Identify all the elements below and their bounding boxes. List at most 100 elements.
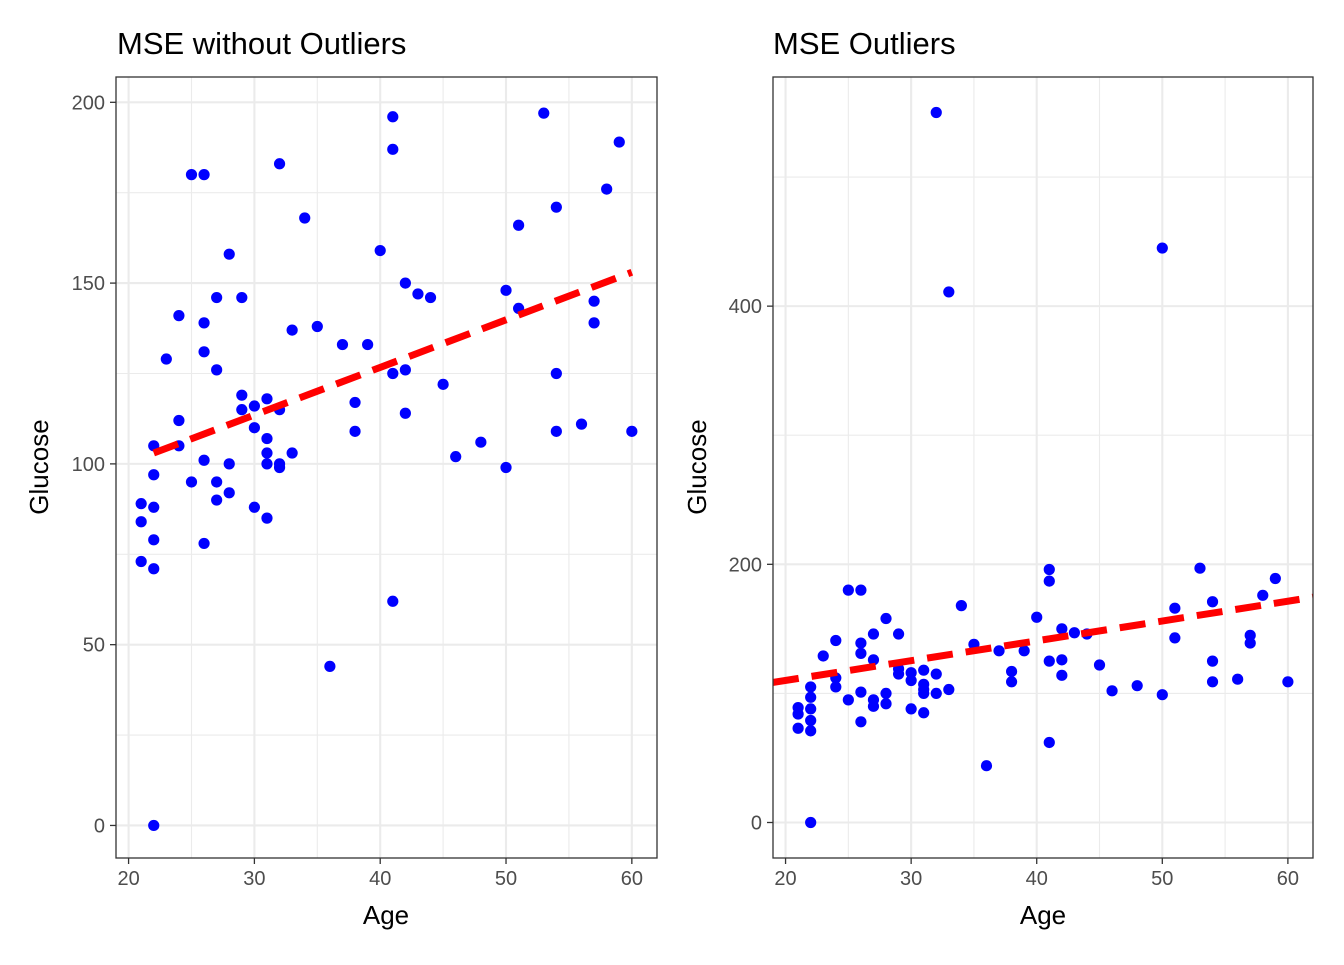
x-tick-label: 60 [621,868,643,890]
data-point [955,600,967,612]
data-points [135,107,638,832]
data-point [1232,673,1244,685]
data-point [236,404,248,416]
y-tick-label: 200 [72,92,105,114]
data-point [880,687,892,700]
data-point [1156,242,1168,254]
data-points [792,106,1294,829]
data-point [248,501,260,513]
data-point [173,414,185,427]
panel-with-outliers: 20 30 40 50 60 0 200 400 MSE Outliers Age Gluco… [682,26,1314,930]
data-point [980,760,993,772]
y-axis-title: Glucose [24,419,54,514]
data-point [943,286,955,298]
x-tick-label: 50 [1151,868,1173,890]
data-point [261,447,273,459]
data-point [211,364,223,376]
panel-background [773,77,1313,858]
data-point [437,378,449,390]
data-point [198,537,210,550]
data-point [855,686,867,698]
data-point [1169,602,1181,614]
panel-without-outliers: 20 30 40 50 60 0 50 100 150 200 MSE without Outli… [24,26,658,930]
data-point [830,681,842,693]
x-tick-label: 50 [495,868,517,890]
data-point [148,534,160,546]
data-point [867,654,880,666]
data-point [538,107,550,119]
data-point [1093,659,1106,671]
data-point [1031,611,1043,623]
regression-line [152,268,634,457]
data-point [336,338,349,351]
data-point [842,694,854,706]
data-point [805,725,817,737]
data-point [424,291,437,304]
data-point [450,451,462,463]
data-point [198,169,210,181]
data-point [399,407,411,419]
data-point [855,637,867,649]
data-point [1244,629,1256,641]
y-axis-title: Glucose [682,419,712,514]
data-point [387,595,399,607]
data-point [575,418,588,430]
x-tick-label: 40 [1026,868,1048,890]
data-point [613,136,625,148]
x-tick-label: 30 [243,868,265,890]
data-point [1056,623,1068,635]
data-point [475,436,487,448]
data-point [1194,562,1206,574]
data-point [1169,632,1181,644]
data-point [349,425,361,437]
data-point [148,469,160,481]
regression-line [773,593,1313,686]
data-point [1206,596,1219,608]
data-point [867,700,880,712]
y-tick-label: 150 [72,273,105,295]
data-point [248,422,260,434]
data-point [374,244,386,257]
data-point [805,714,817,727]
data-point [173,310,185,322]
data-point [1006,676,1018,688]
data-point [1043,736,1055,749]
data-point [198,346,210,358]
panel-border [772,76,1314,859]
data-point [550,425,562,437]
data-point [1257,589,1269,601]
plot-layer: 20 30 40 50 60 0 200 400 [729,76,1314,890]
y-tick-label: 0 [751,813,762,835]
data-point [930,668,942,680]
data-point [930,687,942,700]
data-point [198,317,210,329]
data-point [261,432,273,445]
data-point [399,277,411,289]
data-point [1068,627,1080,639]
data-point [211,494,223,506]
y-tick-label: 200 [729,554,762,576]
data-point [299,212,311,224]
data-point [1269,572,1281,585]
x-axis-title: Age [363,900,409,930]
data-point [1043,655,1055,667]
data-point [993,645,1005,657]
data-point [399,364,411,376]
chart-title: MSE Outliers [773,26,956,61]
data-point [805,816,817,829]
data-point [286,324,298,336]
data-point [1156,689,1168,701]
data-point [805,681,817,693]
data-point [918,707,930,719]
data-point [855,716,867,728]
data-point [198,454,210,466]
data-point [513,219,525,231]
data-point [500,461,512,474]
data-point [1056,654,1068,666]
data-point [311,320,323,333]
data-point [918,687,930,700]
data-point [273,461,286,474]
data-point [236,291,248,304]
